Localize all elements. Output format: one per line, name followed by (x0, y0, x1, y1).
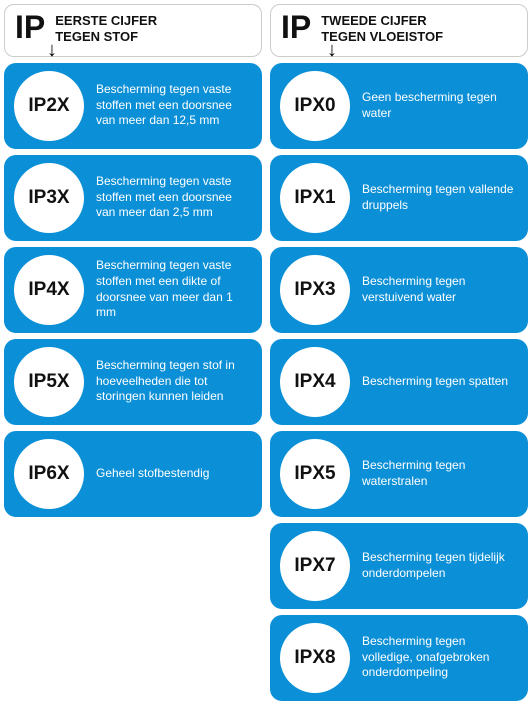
rating-card: IP6X Geheel stofbestendig (4, 431, 262, 517)
rating-code-circle: IPX0 (280, 71, 350, 141)
rating-code-circle: IPX8 (280, 623, 350, 693)
rating-card: IP3X Bescherming tegen vaste stoffen met … (4, 155, 262, 241)
rating-code-circle: IP2X (14, 71, 84, 141)
right-header-card: IP TWEEDE CIJFER TEGEN VLOEISTOF ↓ (270, 4, 528, 57)
left-header-line1: EERSTE CIJFER (55, 13, 157, 28)
left-column: IP EERSTE CIJFER TEGEN STOF ↓ IP2X Besche… (4, 4, 262, 701)
rating-code-circle: IP3X (14, 163, 84, 233)
left-header-text: EERSTE CIJFER TEGEN STOF (55, 11, 157, 46)
rating-description: Bescherming tegen volledige, onafgebroke… (362, 634, 518, 681)
rating-code-circle: IP4X (14, 255, 84, 325)
left-header-line2: TEGEN STOF (55, 29, 138, 44)
ip-rating-infographic: IP EERSTE CIJFER TEGEN STOF ↓ IP2X Besche… (0, 0, 532, 705)
right-header-line2: TEGEN VLOEISTOF (321, 29, 443, 44)
rating-description: Bescherming tegen verstuivend water (362, 274, 518, 305)
rating-code-circle: IP5X (14, 347, 84, 417)
rating-card: IPX0 Geen bescherming tegen water (270, 63, 528, 149)
down-arrow-icon: ↓ (47, 45, 57, 55)
ip-label-left: IP (15, 11, 45, 43)
right-items: IPX0 Geen bescherming tegen water IPX1 Besc… (270, 63, 528, 701)
rating-code-circle: IPX5 (280, 439, 350, 509)
rating-code-circle: IPX1 (280, 163, 350, 233)
rating-card: IPX4 Bescherming tegen spatten (270, 339, 528, 425)
rating-description: Geen bescherming tegen water (362, 90, 518, 121)
rating-card: IPX5 Bescherming tegen waterstralen (270, 431, 528, 517)
rating-code-circle: IPX4 (280, 347, 350, 417)
rating-card: IPX1 Bescherming tegen vallende druppels (270, 155, 528, 241)
rating-description: Bescherming tegen stof in hoeveelheden d… (96, 358, 252, 405)
rating-description: Bescherming tegen tijdelijk onderdompele… (362, 550, 518, 581)
rating-card: IP2X Bescherming tegen vaste stoffen met … (4, 63, 262, 149)
right-column: IP TWEEDE CIJFER TEGEN VLOEISTOF ↓ IPX0 G… (270, 4, 528, 701)
rating-code-circle: IPX3 (280, 255, 350, 325)
left-items: IP2X Bescherming tegen vaste stoffen met … (4, 63, 262, 517)
rating-description: Geheel stofbestendig (96, 466, 213, 482)
right-header-text: TWEEDE CIJFER TEGEN VLOEISTOF (321, 11, 443, 46)
rating-description: Bescherming tegen vaste stoffen met een … (96, 82, 252, 129)
rating-card: IPX8 Bescherming tegen volledige, onafgeb… (270, 615, 528, 701)
rating-description: Bescherming tegen waterstralen (362, 458, 518, 489)
rating-description: Bescherming tegen spatten (362, 374, 512, 390)
rating-code-circle: IP6X (14, 439, 84, 509)
left-header-card: IP EERSTE CIJFER TEGEN STOF ↓ (4, 4, 262, 57)
rating-card: IP4XBescherming tegen vaste stoffen met … (4, 247, 262, 333)
right-header-line1: TWEEDE CIJFER (321, 13, 426, 28)
rating-card: IPX3 Bescherming tegen verstuivend water (270, 247, 528, 333)
rating-description: Bescherming tegen vaste stoffen met een … (96, 258, 252, 320)
rating-code-circle: IPX7 (280, 531, 350, 601)
ip-label-right: IP (281, 11, 311, 43)
rating-card: IP5X Bescherming tegen stof in hoeveelhed… (4, 339, 262, 425)
rating-description: Bescherming tegen vaste stoffen met een … (96, 174, 252, 221)
rating-card: IPX7 Bescherming tegen tijdelijk onderdom… (270, 523, 528, 609)
rating-description: Bescherming tegen vallende druppels (362, 182, 518, 213)
down-arrow-icon: ↓ (327, 45, 337, 55)
